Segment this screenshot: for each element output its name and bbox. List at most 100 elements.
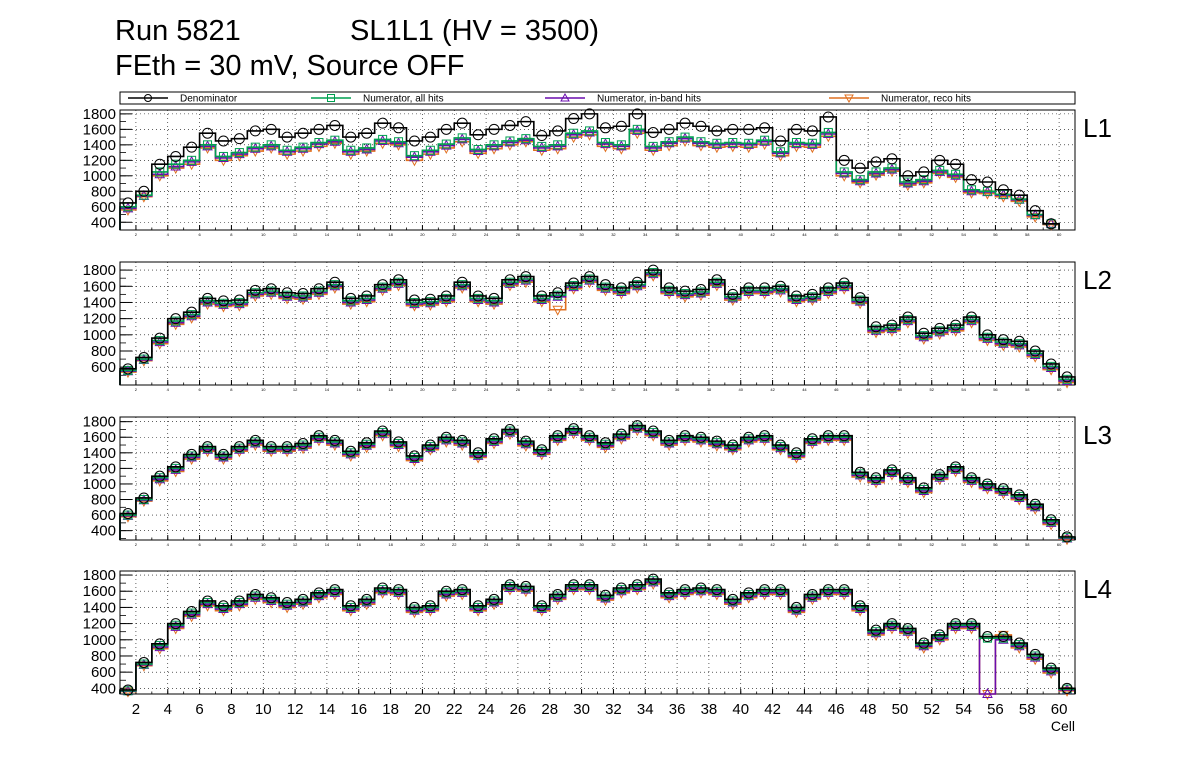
data-point [472, 447, 484, 459]
data-point [345, 131, 357, 143]
data-point [918, 484, 930, 495]
data-point [249, 437, 261, 448]
data-point [394, 438, 404, 448]
data-point [297, 440, 309, 451]
data-point [998, 485, 1009, 496]
y-tick-label: 600 [91, 359, 116, 376]
data-point [281, 131, 293, 143]
data-point [728, 442, 738, 452]
x-tick-label-small: 40 [739, 387, 744, 392]
data-point [265, 443, 277, 454]
data-point [711, 125, 723, 137]
y-tick-label: 1000 [83, 632, 116, 649]
data-point [441, 588, 451, 598]
x-tick-label-small: 8 [230, 542, 233, 547]
data-point [711, 586, 723, 597]
data-point [1061, 682, 1073, 694]
run-title: Run 5821 [115, 15, 241, 47]
data-point [695, 120, 707, 132]
layer-label: L1 [1083, 113, 1112, 143]
data-point [600, 592, 611, 603]
data-point [155, 167, 165, 177]
data-point [329, 584, 341, 596]
data-point [760, 432, 770, 442]
x-tick-label-small: 10 [261, 232, 266, 237]
data-point [249, 588, 261, 600]
data-point [822, 432, 834, 443]
y-tick-label: 1600 [83, 583, 116, 600]
x-tick-label-small: 4 [167, 542, 170, 547]
data-point [998, 633, 1009, 644]
data-point [537, 141, 547, 151]
x-tick-label-small: 36 [675, 387, 680, 392]
data-point [520, 116, 532, 128]
x-tick-label-small: 36 [675, 542, 680, 547]
data-point [647, 264, 659, 276]
y-tick-label: 800 [91, 648, 116, 665]
data-point [203, 598, 213, 608]
x-tick-label-small: 16 [357, 232, 362, 237]
x-tick-label-small: 46 [834, 387, 839, 392]
data-point [743, 285, 755, 296]
x-tick-label-small: 50 [898, 387, 903, 392]
y-tick-label: 800 [91, 492, 116, 509]
x-tick-label-small: 8 [230, 387, 233, 392]
data-point [330, 586, 340, 596]
data-point [249, 434, 261, 446]
data-point [378, 134, 388, 144]
data-point [839, 432, 849, 442]
y-tick-label: 600 [91, 199, 116, 216]
data-point [234, 443, 245, 454]
data-point [202, 296, 213, 307]
data-point [902, 315, 914, 326]
data-point [441, 434, 451, 444]
data-point [790, 601, 802, 613]
x-tick-label-small: 58 [1025, 387, 1030, 392]
x-tick-label-small: 48 [866, 232, 871, 237]
data-point [696, 137, 706, 147]
data-point [521, 134, 531, 144]
data-point [791, 449, 801, 459]
data-point [695, 431, 707, 443]
data-point [393, 274, 405, 286]
data-point [440, 585, 452, 597]
x-tick-label: 40 [732, 701, 749, 718]
data-point [377, 282, 388, 293]
data-point [870, 156, 882, 168]
data-point [473, 602, 483, 612]
data-point [425, 442, 436, 453]
data-point [537, 602, 547, 612]
data-point [297, 437, 309, 449]
x-tick-label: 48 [860, 701, 877, 718]
data-point [838, 432, 850, 443]
data-point [1029, 498, 1041, 510]
y-tick-label: 1600 [83, 429, 116, 446]
data-point [711, 277, 723, 288]
data-point [759, 432, 770, 443]
data-point [139, 495, 149, 505]
data-point [330, 135, 340, 145]
x-tick-label-small: 18 [388, 232, 393, 237]
data-point [217, 135, 229, 147]
data-point [1013, 189, 1025, 201]
data-point [234, 443, 244, 453]
data-point [951, 620, 961, 630]
data-point [536, 293, 548, 305]
data-point [997, 184, 1009, 196]
x-tick-label-small: 24 [484, 542, 489, 547]
data-point [902, 472, 914, 484]
x-tick-label-small: 42 [770, 232, 775, 237]
x-tick-label-small: 16 [357, 542, 362, 547]
data-point [472, 602, 484, 614]
data-point [313, 587, 325, 599]
data-point [408, 135, 420, 147]
data-point [536, 446, 548, 457]
legend-label: Numerator, all hits [363, 94, 444, 105]
x-tick-label-small: 46 [834, 542, 839, 547]
data-point [806, 288, 818, 300]
data-point [950, 463, 961, 474]
data-point [568, 281, 579, 292]
data-point [663, 587, 675, 599]
data-point [727, 123, 739, 135]
data-point [122, 363, 134, 375]
